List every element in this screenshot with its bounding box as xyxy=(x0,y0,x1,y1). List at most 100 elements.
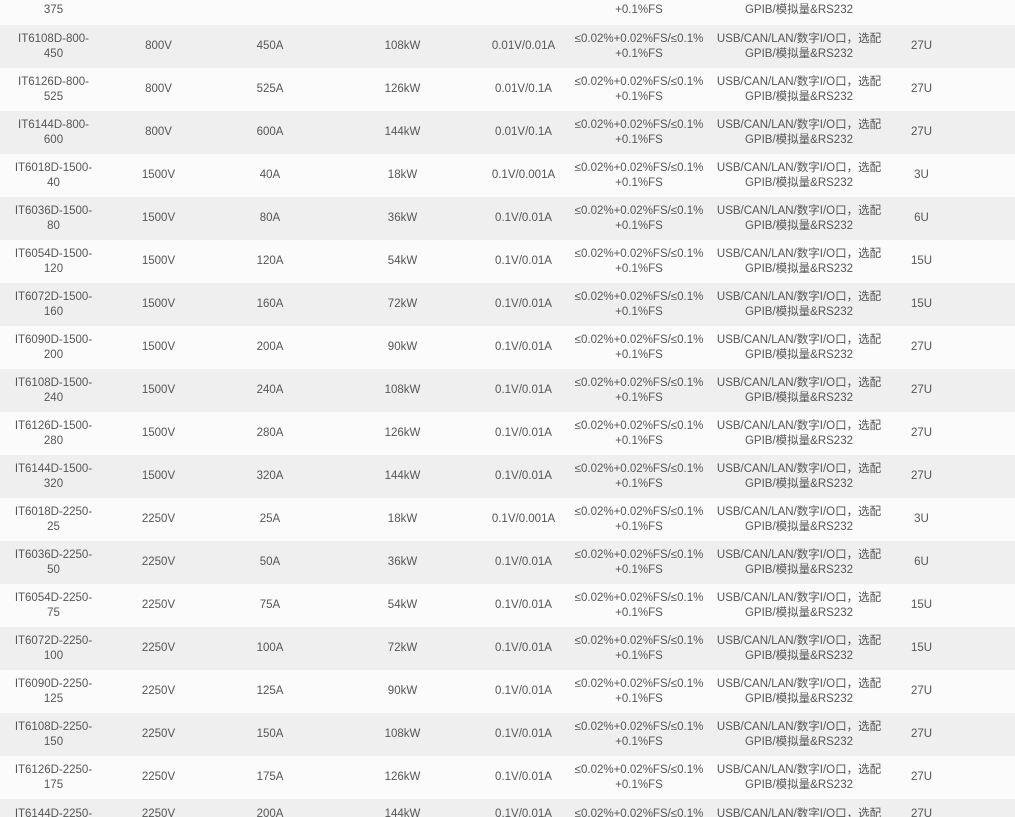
cell-spacer xyxy=(951,541,1015,584)
cell-size: 27U xyxy=(910,341,933,353)
cell-accuracy: ≤0.02%+0.02%FS/≤0.1% +0.1%FS xyxy=(574,634,704,662)
cell-voltage: 2250V xyxy=(141,728,176,740)
cell-model: IT6018D-2250- 25 xyxy=(14,505,93,533)
cell-current: 200A xyxy=(256,808,284,817)
cell-voltage: 2250V xyxy=(141,513,176,525)
cell-voltage: 2250V xyxy=(141,685,176,697)
cell-power: 144kW xyxy=(384,470,421,482)
cell-model: IT6108D-800- 450 xyxy=(18,32,89,60)
table-row: IT6018D-2250- 25 2250V 25A 18kW 0.1V/0.0… xyxy=(0,498,1015,541)
cell-spacer xyxy=(951,670,1015,713)
cell-voltage: 800V xyxy=(145,126,172,138)
cell-accuracy: ≤0.02%+0.02%FS/≤0.1% +0.1%FS xyxy=(574,247,704,275)
cell-spacer xyxy=(951,584,1015,627)
cell-power xyxy=(330,0,475,25)
cell-interfaces: USB/CAN/LAN/数字I/O口，选配 GPIB/模拟量&RS232 xyxy=(716,419,882,447)
cell-spacer xyxy=(951,369,1015,412)
cell-interfaces: USB/CAN/LAN/数字I/O口，选配 GPIB/模拟量&RS232 xyxy=(716,376,882,404)
cell-resolution: 0.1V/0.01A xyxy=(495,341,552,353)
cell-voltage: 2250V xyxy=(141,556,176,568)
cell-spacer xyxy=(951,111,1015,154)
cell-resolution: 0.1V/0.01A xyxy=(495,470,552,482)
cell-power: 72kW xyxy=(387,642,418,654)
cell-current: 525A xyxy=(256,83,284,95)
cell-size: 3U xyxy=(914,169,929,181)
cell-voltage: 1500V xyxy=(141,212,176,224)
cell-accuracy: ≤0.02%+0.02%FS/≤0.1% +0.1%FS xyxy=(574,75,704,103)
table-row: IT6036D-2250- 50 2250V 50A 36kW 0.1V/0.0… xyxy=(0,541,1015,584)
cell-interfaces: USB/CAN/LAN/数字I/O口，选配 GPIB/模拟量&RS232 xyxy=(716,591,882,619)
cell-accuracy: ≤0.02%+0.02%FS/≤0.1% +0.1%FS xyxy=(574,333,704,361)
cell-current: 280A xyxy=(256,427,284,439)
cell-accuracy: ≤0.02%+0.02%FS/≤0.1% +0.1%FS xyxy=(574,462,704,490)
cell-resolution: 0.1V/0.01A xyxy=(495,556,552,568)
cell-size: 27U xyxy=(910,40,933,52)
cell-power: 144kW xyxy=(384,126,421,138)
cell-spacer xyxy=(951,627,1015,670)
cell-interfaces: USB/CAN/LAN/数字I/O口，选配 GPIB/模拟量&RS232 xyxy=(716,75,882,103)
cell-size: 27U xyxy=(910,470,933,482)
cell-model: IT6144D-1500- 320 xyxy=(14,462,93,490)
cell-voltage: 800V xyxy=(145,83,172,95)
cell-voltage: 1500V xyxy=(141,470,176,482)
cell-power: 144kW xyxy=(384,808,421,817)
cell-voltage: 1500V xyxy=(141,341,176,353)
cell-resolution: 0.01V/0.1A xyxy=(495,83,552,95)
table-row: IT6054D-2250- 75 2250V 75A 54kW 0.1V/0.0… xyxy=(0,584,1015,627)
cell-power: 72kW xyxy=(387,298,418,310)
cell-model: IT6108D-2250- 150 xyxy=(14,720,93,748)
cell-size: 3U xyxy=(914,513,929,525)
cell-accuracy: ≤0.02%+0.02%FS/≤0.1% +0.1%FS xyxy=(574,591,704,619)
cell-interfaces: USB/CAN/LAN/数字I/O口，选配 GPIB/模拟量&RS232 xyxy=(716,204,882,232)
cell-voltage: 1500V xyxy=(141,169,176,181)
cell-voltage: 2250V xyxy=(141,642,176,654)
cell-interfaces: USB/CAN/LAN/数字I/O口，选配 GPIB/模拟量&RS232 xyxy=(716,290,882,318)
cell-voltage: 1500V xyxy=(141,255,176,267)
cell-spacer xyxy=(951,713,1015,756)
table-row: IT6126D-2250- 175 2250V 175A 126kW 0.1V/… xyxy=(0,756,1015,799)
cell-power: 108kW xyxy=(384,384,421,396)
cell-model: IT6126D-800- 525 xyxy=(18,75,89,103)
cell-accuracy: ≤0.02%+0.02%FS/≤0.1% +0.1%FS xyxy=(574,290,704,318)
cell-current xyxy=(210,0,330,25)
cell-model: IT6036D-2250- 50 xyxy=(14,548,93,576)
cell-interfaces: USB/CAN/LAN/数字I/O口，选配 GPIB/模拟量&RS232 xyxy=(716,720,882,748)
table-row: IT6144D-800- 600 800V 600A 144kW 0.01V/0… xyxy=(0,111,1015,154)
cell-current: 240A xyxy=(256,384,284,396)
table-row: IT6108D-1500- 240 1500V 240A 108kW 0.1V/… xyxy=(0,369,1015,412)
cell-size: 27U xyxy=(910,384,933,396)
cell-spacer xyxy=(951,240,1015,283)
cell-current: 200A xyxy=(256,341,284,353)
cell-voltage: 1500V xyxy=(141,427,176,439)
cell-resolution: 0.1V/0.01A xyxy=(495,599,552,611)
cell-resolution: 0.1V/0.01A xyxy=(495,384,552,396)
cell-accuracy: +0.1%FS xyxy=(615,4,663,16)
cell-power: 54kW xyxy=(387,599,418,611)
cell-accuracy: ≤0.02%+0.02%FS/≤0.1% +0.1%FS xyxy=(574,32,704,60)
cell-interfaces: USB/CAN/LAN/数字I/O口，选配 GPIB/模拟量&RS232 xyxy=(716,247,882,275)
cell-resolution: 0.1V/0.01A xyxy=(495,212,552,224)
cell-size: 6U xyxy=(914,212,929,224)
cell-model: IT6144D-2250- 200 xyxy=(14,808,93,817)
cell-voltage: 1500V xyxy=(141,298,176,310)
cell-resolution: 0.1V/0.01A xyxy=(495,298,552,310)
cell-power: 90kW xyxy=(387,685,418,697)
cell-resolution: 0.01V/0.1A xyxy=(495,126,552,138)
cell-spacer xyxy=(951,412,1015,455)
cell-model: IT6144D-800- 600 xyxy=(18,118,89,146)
cell-model: IT6090D-1500- 200 xyxy=(14,333,93,361)
cell-spacer xyxy=(951,197,1015,240)
cell-power: 126kW xyxy=(384,427,421,439)
cell-current: 25A xyxy=(259,513,281,525)
cell-size: 6U xyxy=(914,556,929,568)
cell-spacer xyxy=(951,756,1015,799)
cell-accuracy: ≤0.02%+0.02%FS/≤0.1% +0.1%FS xyxy=(574,118,704,146)
cell-resolution: 0.1V/0.01A xyxy=(495,771,552,783)
cell-interfaces: USB/CAN/LAN/数字I/O口，选配 GPIB/模拟量&RS232 xyxy=(716,634,882,662)
cell-model: IT6054D-1500- 120 xyxy=(14,247,93,275)
cell-resolution: 0.1V/0.01A xyxy=(495,255,552,267)
cell-resolution: 0.1V/0.001A xyxy=(491,513,556,525)
cell-spacer xyxy=(951,799,1015,817)
cell-model: IT6018D-1500- 40 xyxy=(14,161,93,189)
